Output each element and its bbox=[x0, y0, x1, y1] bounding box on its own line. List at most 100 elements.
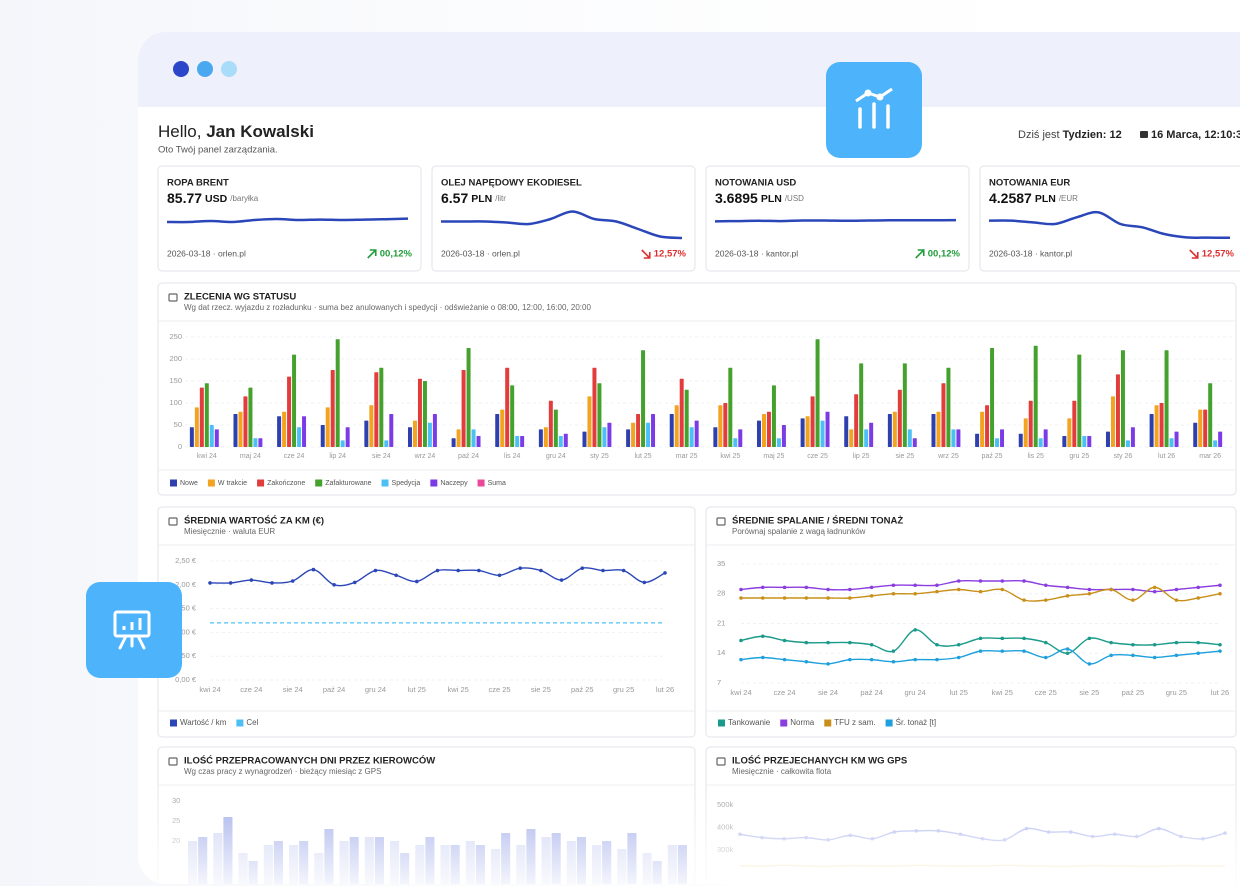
x-tick-label: gru 24 bbox=[365, 685, 386, 694]
x-tick-label: kwi 25 bbox=[992, 688, 1013, 697]
x-tick-label: cze 25 bbox=[1035, 688, 1057, 697]
bar bbox=[825, 411, 830, 447]
change-arrow bbox=[1189, 249, 1199, 259]
point-marker bbox=[956, 642, 961, 647]
greeting-subtitle: Oto Twój panel zarządzania. bbox=[158, 145, 278, 156]
panel bbox=[705, 506, 1237, 738]
point-marker bbox=[826, 662, 830, 666]
point-marker bbox=[1000, 579, 1005, 583]
point-marker bbox=[891, 659, 896, 664]
bar bbox=[582, 431, 587, 447]
bar bbox=[766, 411, 771, 447]
y-tick-label: 0,50 € bbox=[175, 651, 197, 660]
bar bbox=[897, 389, 902, 447]
bar bbox=[427, 422, 432, 447]
bar bbox=[761, 414, 766, 447]
panel-icon bbox=[168, 517, 178, 526]
bar bbox=[520, 436, 525, 447]
point-marker bbox=[1196, 640, 1201, 645]
y-tick-label: 0,00 € bbox=[175, 675, 197, 684]
bar bbox=[1062, 436, 1067, 447]
panel-icon bbox=[168, 293, 178, 302]
legend-label: Nowe bbox=[180, 480, 198, 487]
x-tick-label: lut 26 bbox=[1211, 688, 1229, 697]
window-dot[interactable] bbox=[197, 61, 213, 77]
x-tick-label: sie 24 bbox=[372, 453, 391, 460]
point-marker bbox=[848, 657, 852, 662]
bar bbox=[1033, 345, 1038, 447]
week-info: Dziś jest Tydzien: 12 bbox=[1018, 129, 1122, 141]
ticker-title: OLEJ NAPĘDOWY EKODIESEL bbox=[441, 178, 582, 189]
user-name: Jan Kowalski bbox=[206, 122, 314, 141]
point-marker bbox=[869, 657, 874, 662]
ticker-source: 2026-03-18 · kantor.pl bbox=[989, 248, 1072, 258]
ticker-unit: USD bbox=[205, 193, 228, 205]
point-marker bbox=[1152, 589, 1157, 594]
bar bbox=[417, 378, 422, 447]
bar bbox=[461, 370, 466, 447]
point-marker bbox=[891, 591, 896, 596]
bar bbox=[364, 420, 369, 447]
bar bbox=[500, 409, 505, 447]
date: 16 Marca, 12:10:3 bbox=[1151, 129, 1240, 141]
point-marker bbox=[1109, 653, 1113, 658]
y-tick-label: 50 bbox=[174, 420, 182, 429]
point-marker bbox=[1131, 587, 1135, 592]
y-tick-label: 150 bbox=[169, 376, 182, 385]
bar bbox=[1023, 418, 1028, 447]
point-marker bbox=[1087, 591, 1092, 596]
sparkline bbox=[714, 218, 957, 223]
bar bbox=[1198, 409, 1203, 447]
bar bbox=[330, 370, 335, 447]
y-tick-label: 2,50 € bbox=[175, 556, 197, 565]
bar bbox=[776, 438, 781, 447]
window-dot[interactable] bbox=[221, 61, 237, 77]
panel-icon bbox=[716, 757, 726, 766]
point-marker bbox=[497, 573, 502, 578]
bar bbox=[756, 420, 761, 447]
bar bbox=[936, 411, 941, 447]
bar bbox=[538, 429, 543, 447]
point-marker bbox=[1065, 585, 1070, 590]
point-marker bbox=[1065, 651, 1070, 656]
point-marker bbox=[935, 642, 939, 647]
point-marker bbox=[804, 659, 809, 664]
bar bbox=[985, 405, 990, 447]
bar bbox=[389, 414, 394, 447]
bar bbox=[646, 422, 651, 447]
bar bbox=[907, 429, 912, 447]
point-marker bbox=[978, 636, 983, 641]
bar bbox=[887, 414, 892, 447]
point-marker bbox=[1109, 640, 1113, 645]
point-marker bbox=[1022, 636, 1026, 641]
point-marker bbox=[373, 568, 378, 573]
y-tick-label: 250 bbox=[169, 332, 182, 341]
point-marker bbox=[1174, 587, 1179, 592]
bar bbox=[626, 429, 631, 447]
point-marker bbox=[518, 566, 523, 570]
x-tick-label: lut 26 bbox=[1158, 453, 1175, 460]
point-marker bbox=[1087, 587, 1092, 592]
bar bbox=[407, 427, 412, 447]
x-tick-label: paź 25 bbox=[982, 453, 1003, 460]
bar bbox=[1028, 400, 1033, 447]
window-dot[interactable] bbox=[173, 61, 189, 77]
bar bbox=[1018, 433, 1023, 447]
bar bbox=[728, 367, 733, 447]
panel-title: ZLECENIA WG STATUSU bbox=[184, 292, 296, 303]
point-marker bbox=[1131, 642, 1135, 647]
x-tick-label: wrz 24 bbox=[414, 453, 436, 460]
bar bbox=[995, 438, 1000, 447]
ticker-source: 2026-03-18 · orlen.pl bbox=[441, 248, 520, 258]
point-marker bbox=[891, 583, 896, 588]
point-marker bbox=[1087, 636, 1092, 641]
point-marker bbox=[1131, 598, 1135, 602]
x-tick-label: wrz 25 bbox=[937, 453, 959, 460]
chart-panel: ŚREDNIE SPALANIE / ŚREDNI TONAŻPorównaj … bbox=[705, 506, 1237, 738]
point-marker bbox=[826, 640, 830, 645]
x-tick-label: cze 25 bbox=[488, 685, 510, 694]
bar bbox=[1159, 403, 1164, 447]
ticker-source: 2026-03-18 · kantor.pl bbox=[715, 248, 798, 258]
point-marker bbox=[848, 640, 852, 645]
